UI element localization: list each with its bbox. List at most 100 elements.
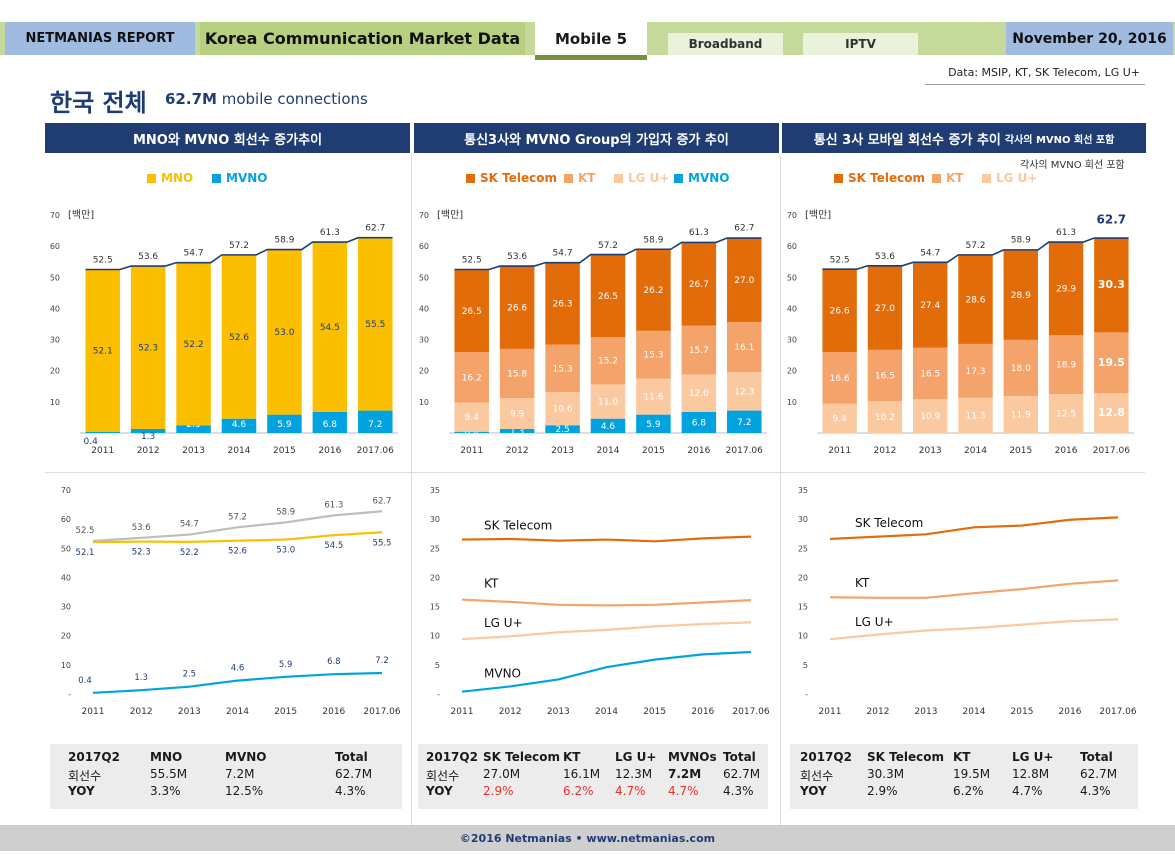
data-label: 55.5 (365, 320, 385, 330)
data-label: 29.9 (1056, 285, 1076, 295)
bar-segment (85, 431, 120, 433)
y-tick-label: 25 (430, 544, 440, 553)
table-header-cell: SK Telecom (483, 750, 560, 764)
total-label: 57.2 (965, 241, 985, 251)
table-header-cell: SK Telecom (867, 750, 944, 764)
data-label: 0.4 (465, 428, 480, 438)
legend-label: MNO (161, 171, 193, 185)
legend-swatch (614, 174, 623, 183)
data-label: 1.3 (510, 427, 524, 437)
data-label: 52.1 (93, 347, 113, 357)
bar-segment (1048, 335, 1084, 395)
data-label: 27.0 (734, 276, 754, 286)
legend-label: LG U+ (996, 171, 1037, 185)
total-label: 62.7 (1097, 213, 1127, 227)
source-underline (925, 84, 1145, 85)
data-label: 2.5 (183, 670, 197, 680)
x-tick-label: 2011 (460, 446, 483, 456)
x-tick-label: 2016 (687, 446, 710, 456)
total-label: 61.3 (1056, 228, 1076, 238)
data-label: 52.6 (228, 547, 247, 557)
y-tick-label: - (805, 690, 808, 699)
bar-segment (176, 262, 211, 426)
y-tick-label: 20 (430, 573, 440, 582)
divider (45, 472, 1145, 473)
x-tick-label: 2014 (597, 446, 620, 456)
table-cell: 16.1M (563, 767, 601, 781)
bar-segment (913, 399, 948, 433)
table-cell: 4.7% (668, 784, 699, 798)
series-name: MVNO (484, 667, 521, 681)
table-header-cell: Total (1080, 750, 1113, 764)
bar-segment (1003, 339, 1038, 396)
series-line (829, 618, 1119, 641)
data-label: 52.3 (132, 548, 151, 558)
x-tick-label: 2016 (318, 446, 341, 456)
operator-bar-chart: SK Telecom KT LG U+ 10 20 30 40 50 60 70 [백만] 9.4 16… (787, 171, 1134, 456)
x-tick-label: 2011 (91, 446, 114, 456)
tab-iptv[interactable]: IPTV (803, 33, 918, 55)
x-tick-label: 2013 (547, 707, 570, 717)
bar-segment (636, 378, 671, 415)
data-source: Data: MSIP, KT, SK Telecom, LG U+ (948, 66, 1140, 79)
y-tick-label: 20 (787, 367, 797, 376)
bar-segment (1003, 395, 1038, 433)
y-tick-label: 30 (61, 603, 71, 612)
y-tick-label: 50 (787, 273, 797, 282)
tab-mobile[interactable]: Mobile 5 (535, 22, 647, 60)
table-cell: 4.3% (1080, 784, 1111, 798)
series-line (92, 510, 383, 543)
data-label: 11.6 (643, 393, 663, 403)
data-label: 12.8 (1098, 406, 1125, 419)
data-label: 26.6 (507, 303, 527, 313)
x-tick-label: 2015 (642, 446, 665, 456)
legend-label: KT (578, 171, 596, 185)
legend-label: KT (946, 171, 964, 185)
data-label: 52.2 (180, 548, 199, 558)
data-label: 17.3 (965, 367, 985, 377)
data-label: 54.5 (320, 323, 340, 333)
x-tick-label: 2016 (691, 707, 714, 717)
y-tick-label: 10 (61, 661, 71, 670)
data-label: 58.9 (276, 507, 295, 517)
x-tick-label: 2011 (819, 707, 842, 717)
tab-broadband[interactable]: Broadband (668, 33, 783, 55)
y-tick-label: 40 (50, 304, 60, 313)
total-label: 52.5 (830, 256, 850, 266)
data-label: 9.9 (510, 410, 525, 420)
bar-segment (681, 242, 717, 326)
bar-segment (913, 347, 948, 400)
data-label: 26.6 (830, 307, 850, 317)
bar-segment (1094, 332, 1129, 394)
data-label: 15.8 (507, 370, 527, 380)
bar-segment (499, 348, 535, 399)
x-tick-label: 2011 (828, 446, 851, 456)
x-tick-label: 2012 (867, 707, 890, 717)
mno-mvno-bar-chart: MNO MVNO 10 20 30 40 50 60 70 [백만] 0.4 52.1 52.5 2011… (50, 171, 398, 456)
bar-segment (822, 403, 857, 433)
data-label: 4.6 (232, 420, 247, 430)
table-cell: 6.2% (563, 784, 594, 798)
table-header-cell: 2017Q2 (68, 750, 120, 764)
total-label: 54.7 (553, 249, 573, 259)
x-tick-label: 2017.06 (732, 707, 769, 717)
bar-segment (913, 262, 948, 348)
panel-header-1: MNO와 MVNO 회선수 증가추이 (45, 123, 410, 153)
bar-segment (454, 269, 489, 353)
table-cell: YOY (68, 784, 95, 798)
data-label: 1.3 (134, 673, 148, 683)
y-tick-label: 20 (50, 367, 60, 376)
table-cell: 27.0M (483, 767, 521, 781)
x-tick-label: 2014 (595, 707, 618, 717)
subtitle-value: 62.7M (165, 90, 217, 108)
y-tick-label: 60 (787, 242, 797, 251)
legend-label: SK Telecom (848, 171, 925, 185)
data-label: 53.0 (276, 546, 295, 556)
y-tick-label: 70 (419, 211, 429, 220)
total-line (85, 236, 393, 271)
total-label: 58.9 (1011, 236, 1031, 246)
table-cell: 회선수 (68, 769, 102, 783)
table-header-cell: 2017Q2 (800, 750, 852, 764)
x-tick-label: 2017.06 (363, 707, 400, 717)
y-tick-label: 25 (798, 544, 808, 553)
